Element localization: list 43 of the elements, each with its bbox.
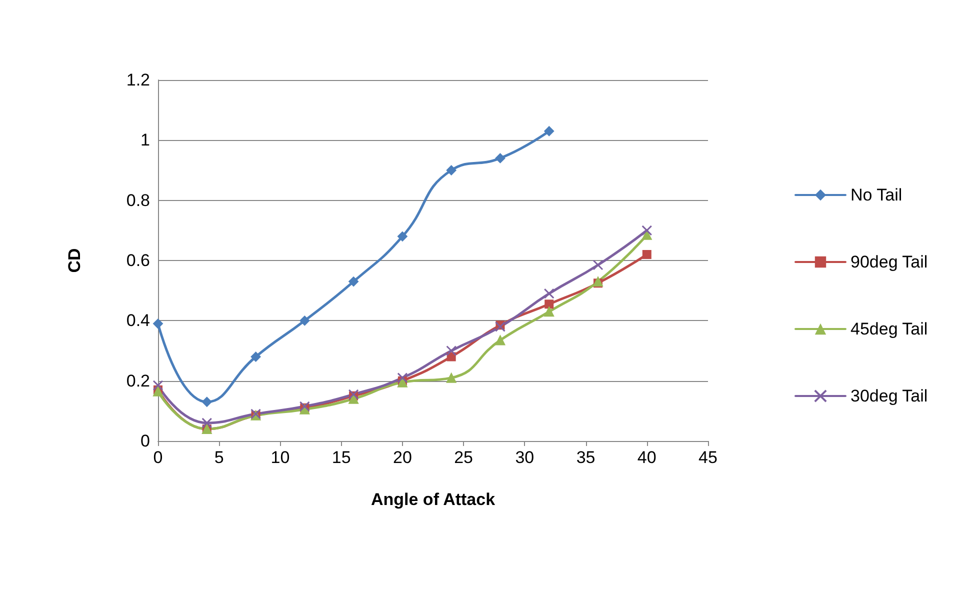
x-tick-label: 45: [698, 448, 718, 467]
y-axis-title: CD: [65, 248, 84, 273]
x-tick-label: 0: [153, 448, 163, 467]
y-tick-label: 0.6: [126, 251, 150, 270]
point: [153, 318, 163, 329]
x-tick-label: 15: [332, 448, 351, 467]
legend-label: 90deg Tail: [850, 252, 928, 272]
point: [348, 276, 359, 287]
x-tick-label: 10: [270, 448, 290, 467]
y-tick-label: 0.8: [126, 190, 150, 210]
point: [202, 418, 212, 428]
point: [152, 380, 164, 391]
x-tick-label: 5: [214, 448, 224, 467]
point: [446, 165, 456, 176]
point: [446, 346, 457, 356]
point: [300, 316, 310, 326]
point: [544, 288, 554, 299]
legend-label: No Tail: [850, 186, 902, 204]
point: [544, 306, 554, 317]
y-tick-label: 0.2: [126, 371, 150, 390]
point: [446, 372, 456, 383]
point: [544, 126, 554, 136]
x-tick-label: 40: [637, 448, 656, 467]
point: [250, 352, 261, 362]
y-tick-label: 1.2: [126, 70, 150, 90]
point: [544, 300, 554, 309]
point: [642, 250, 652, 259]
x-tick-label: 30: [515, 448, 534, 467]
point: [397, 231, 408, 242]
point: [495, 153, 506, 164]
x-tick-label: 35: [576, 448, 596, 467]
legend-label: 30deg Tail: [850, 386, 928, 406]
y-tick-label: 1: [140, 130, 150, 150]
x-tick-label: 25: [454, 448, 474, 467]
x-tick-label: 20: [392, 448, 412, 467]
point: [202, 396, 212, 407]
point: [642, 225, 652, 236]
y-tick-label: 0.4: [126, 311, 150, 330]
x-axis-title: Angle of Attack: [370, 490, 496, 509]
point: [495, 335, 506, 346]
point: [397, 372, 408, 384]
legend-label: 45deg Tail: [850, 320, 928, 338]
y-tick-label: 0: [140, 432, 150, 450]
